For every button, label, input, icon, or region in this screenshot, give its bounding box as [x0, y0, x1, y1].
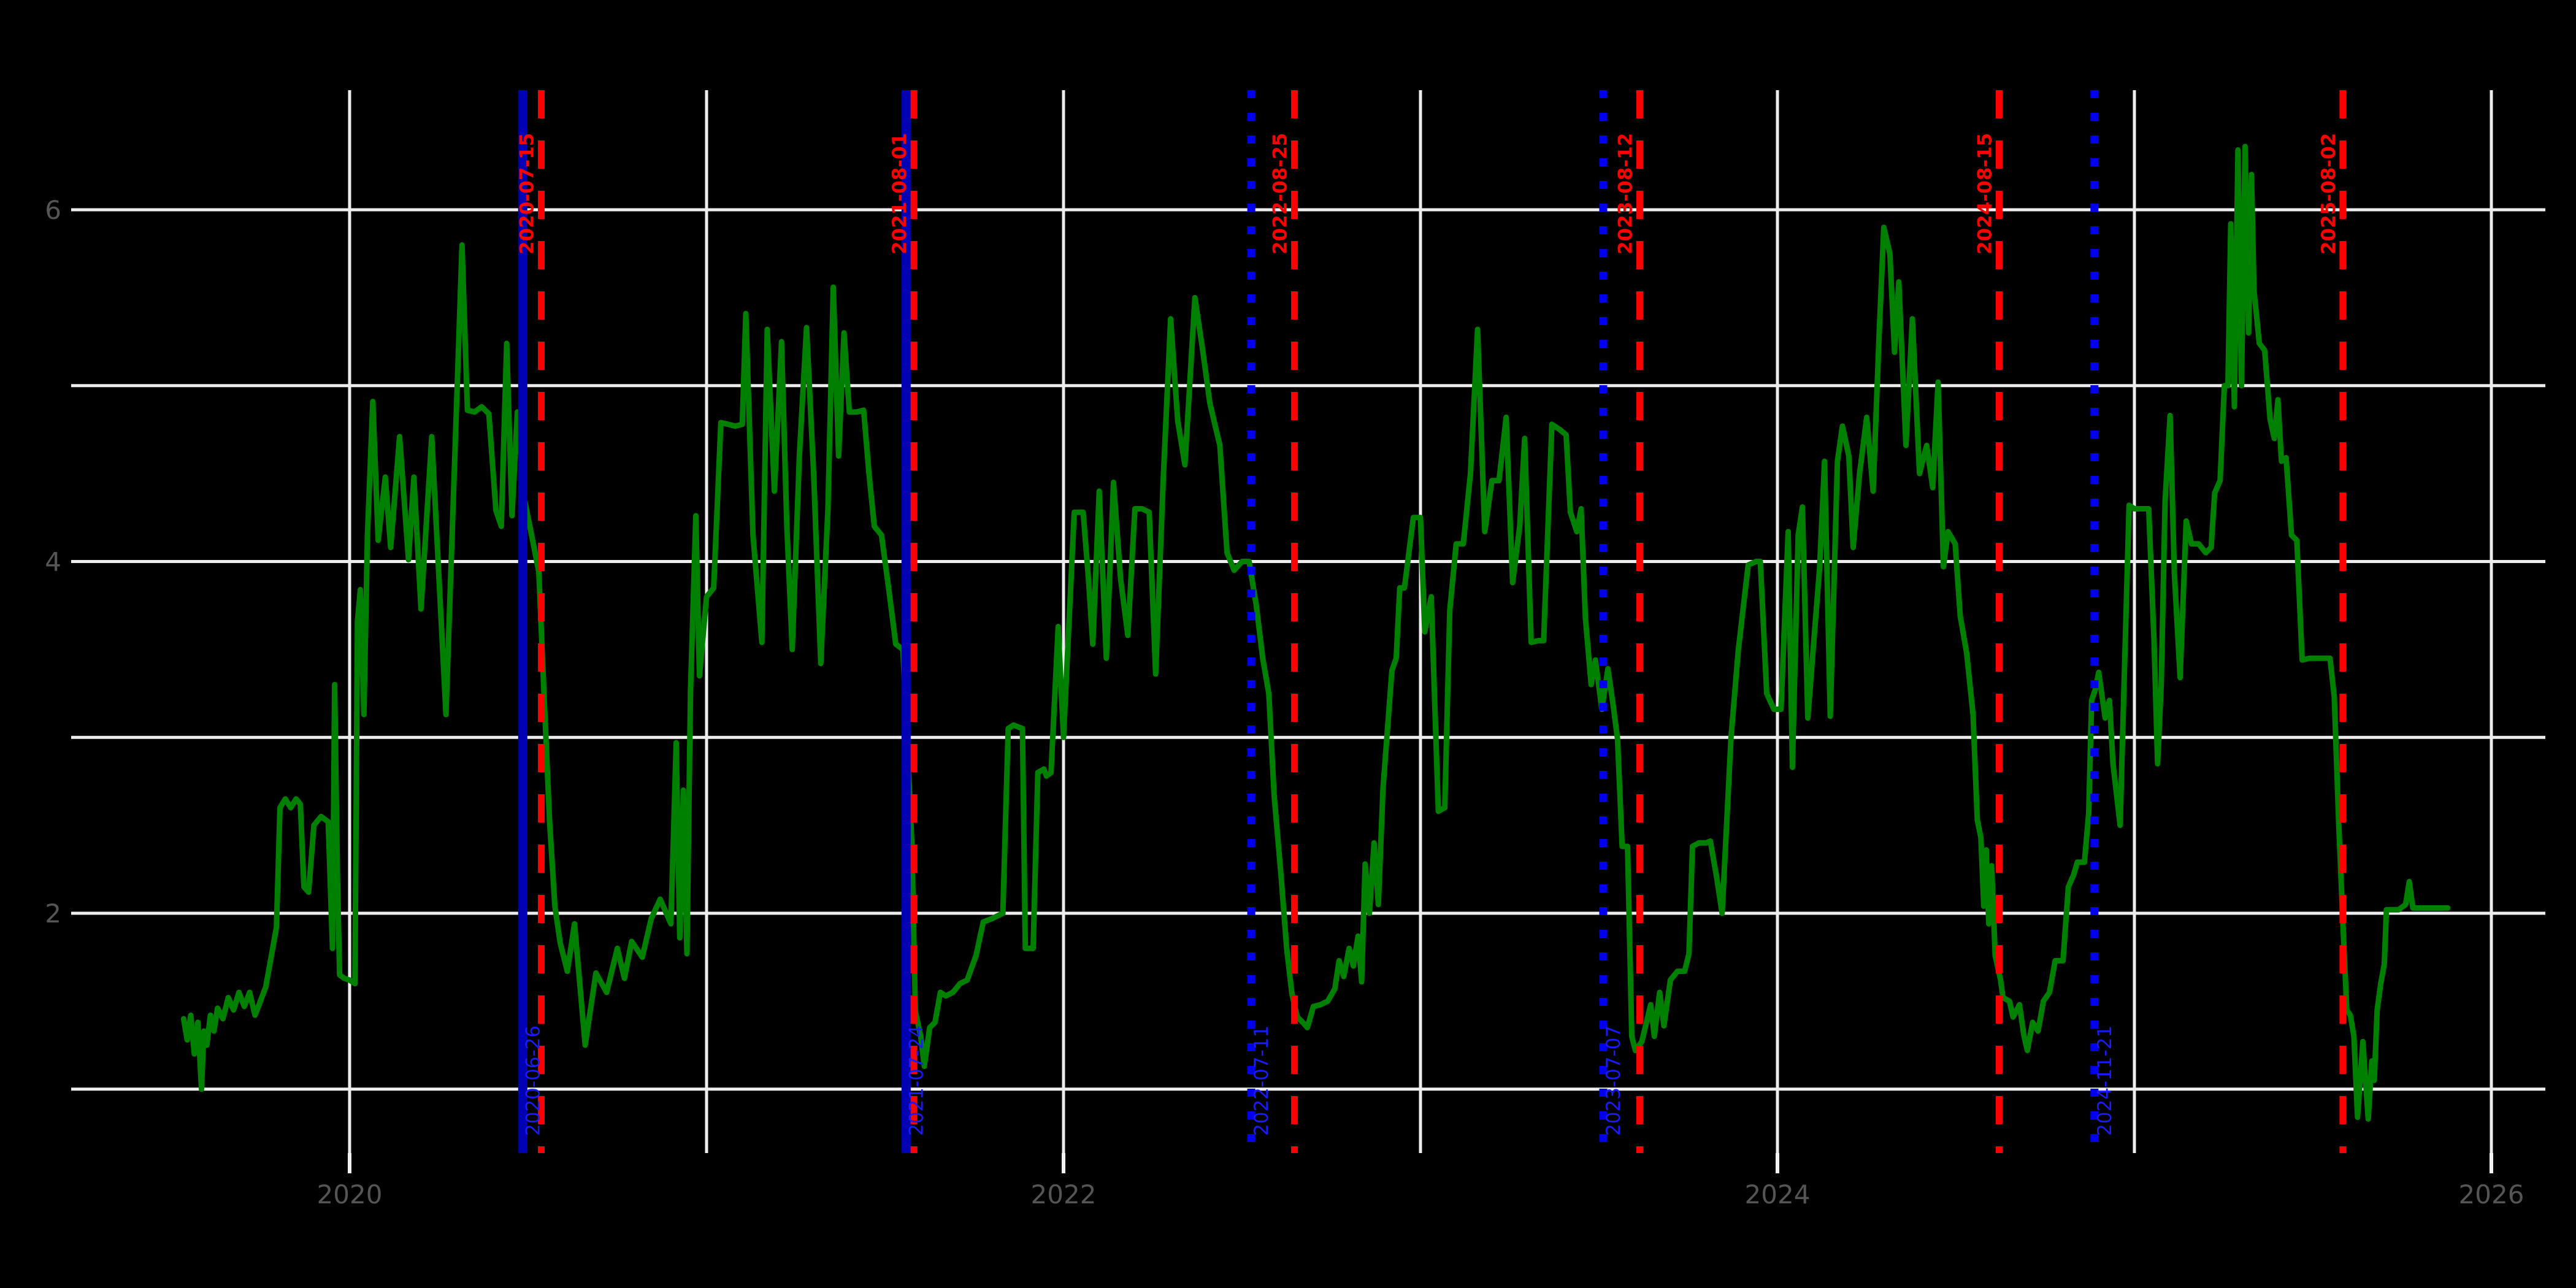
event-label-blue-2024-11-21: 2024-11-21	[2094, 1025, 2116, 1136]
event-labels-group: 2020-06-26 2021-07-24 2022-07-11 2023-07-07…	[516, 133, 2340, 1136]
event-label-red-2021-08-01: 2021-08-01	[889, 133, 911, 255]
event-label-blue-2020-06-26: 2020-06-26	[522, 1025, 544, 1136]
series-group	[180, 144, 2451, 1122]
event-lines-group	[518, 90, 2347, 1153]
y-tick-label-4: 4	[45, 547, 61, 577]
event-label-red-2025-08-02: 2025-08-02	[2318, 133, 2340, 255]
y-tick-label-6: 6	[45, 195, 61, 225]
y-tick-label-2: 2	[45, 899, 61, 929]
event-label-blue-2023-07-07: 2023-07-07	[1603, 1025, 1625, 1136]
x-tick-label-2022: 2022	[1031, 1179, 1097, 1209]
axis-ticks-group	[348, 1153, 2493, 1173]
event-label-blue-2021-07-24: 2021-07-24	[905, 1025, 927, 1136]
event-label-red-2020-07-15: 2020-07-15	[516, 133, 539, 255]
x-tick-label-2026: 2026	[2459, 1179, 2524, 1209]
axis-labels-group: 2020 2022 2024 2026 2 4 6	[45, 195, 2524, 1209]
gridlines	[71, 90, 2545, 1153]
event-label-red-2024-08-15: 2024-08-15	[1974, 133, 1996, 255]
event-label-blue-2022-07-11: 2022-07-11	[1251, 1025, 1273, 1136]
x-tick-label-2020: 2020	[317, 1179, 383, 1209]
event-label-red-2022-08-25: 2022-08-25	[1270, 133, 1292, 255]
series-line-daily-value	[180, 144, 2451, 1122]
x-tick-label-2024: 2024	[1745, 1179, 1811, 1209]
event-label-red-2023-08-12: 2023-08-12	[1614, 133, 1636, 255]
